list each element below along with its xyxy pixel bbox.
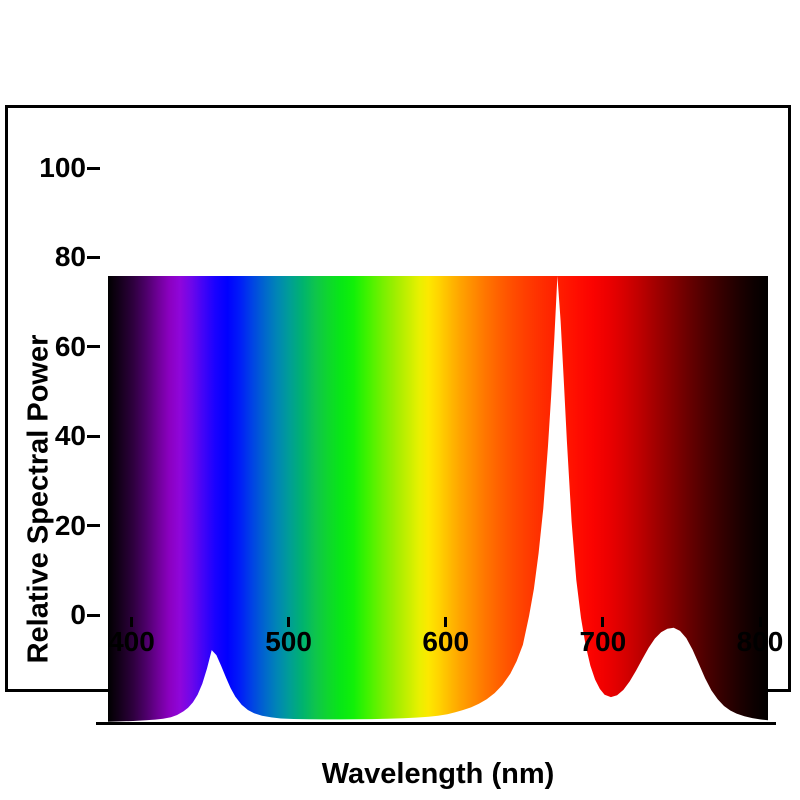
spd-curve-area <box>108 276 768 723</box>
x-tick-label: 800 <box>736 626 784 657</box>
y-tick <box>87 345 100 349</box>
y-tick <box>87 613 100 617</box>
plot-area <box>108 276 768 723</box>
x-tick <box>129 617 133 627</box>
x-tick-label: 700 <box>579 626 627 657</box>
x-tick-label: 400 <box>108 626 155 657</box>
area-under-curve <box>108 276 768 723</box>
y-tick-label: 80 <box>54 241 86 273</box>
x-axis-line <box>96 722 776 725</box>
y-tick <box>87 434 100 438</box>
x-tick <box>287 617 291 627</box>
y-tick-label: 40 <box>54 420 86 452</box>
x-tick <box>601 617 605 627</box>
x-tick <box>758 617 762 627</box>
y-tick-label: 20 <box>54 509 86 541</box>
y-tick <box>87 524 100 528</box>
x-tick-label: 500 <box>265 626 312 657</box>
x-axis-title: Wavelength (nm) <box>321 758 555 790</box>
y-tick-label: 0 <box>70 599 86 630</box>
x-tick-label: 600 <box>422 626 470 657</box>
chart-frame: Relative Spectral Power Wavelength (nm) … <box>5 105 791 790</box>
y-tick-label: 60 <box>54 330 86 362</box>
x-tick <box>444 617 448 627</box>
y-tick <box>87 255 100 259</box>
y-tick <box>87 166 100 170</box>
y-tick-label: 100 <box>39 152 86 183</box>
